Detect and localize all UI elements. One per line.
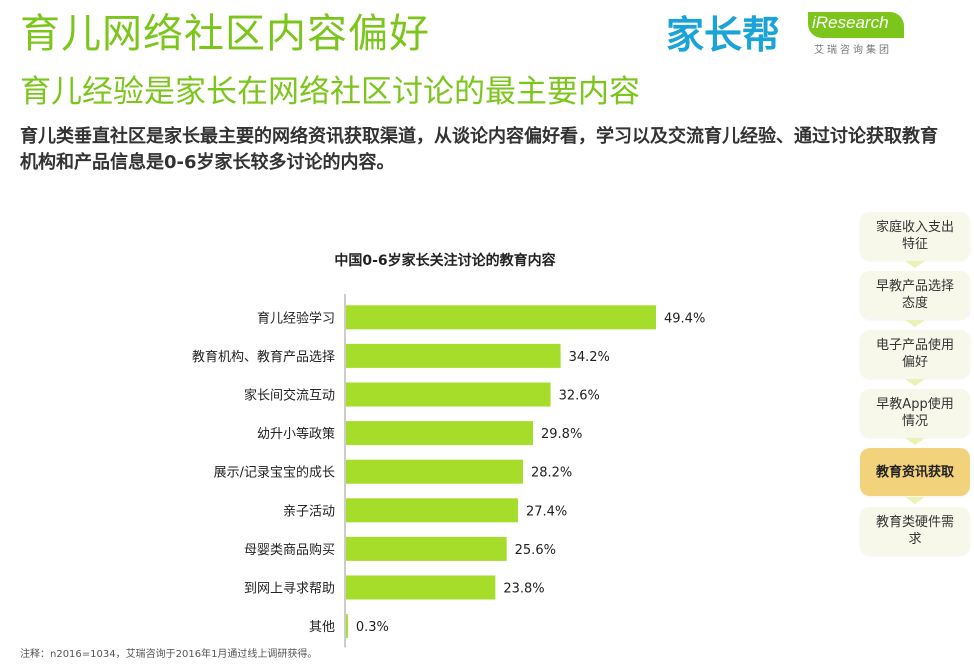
page-title: 育儿网络社区内容偏好 (20, 11, 430, 57)
jiazhangbang-logo: 家长帮 (666, 13, 780, 57)
category-label: 幼升小等政策 (257, 426, 335, 442)
nav-item[interactable]: 教育类硬件需求 (860, 507, 970, 555)
value-label: 25.6% (515, 543, 556, 558)
category-label: 教育机构、教育产品选择 (192, 349, 335, 365)
footnote: 注释：n2016=1034，艾瑞咨询于2016年1月通过线上调研获得。 (20, 649, 318, 660)
nav-item[interactable]: 早教App使用情况 (860, 389, 970, 437)
bar (346, 343, 561, 368)
value-label: 34.2% (569, 350, 610, 365)
iresearch-logo-badge: iResearch (808, 12, 904, 38)
page-description: 育儿类垂直社区是家长最主要的网络资讯获取渠道，从谈论内容偏好看，学习以及交流育儿… (20, 126, 938, 173)
bar (346, 614, 348, 639)
nav-item[interactable]: 早教产品选择态度 (860, 271, 970, 319)
value-label: 28.2% (531, 466, 572, 481)
category-label: 到网上寻求帮助 (244, 582, 335, 597)
bar (346, 575, 496, 600)
category-label: 母婴类商品购买 (244, 542, 335, 558)
value-label: 23.8% (503, 582, 544, 597)
page-subtitle: 育儿经验是家长在网络社区讨论的最主要内容 (20, 74, 640, 110)
nav-item[interactable]: 教育资讯获取 (860, 448, 970, 496)
value-label: 49.4% (664, 311, 705, 326)
value-label: 0.3% (356, 620, 389, 635)
iresearch-logo: iResearch 艾瑞咨询集团 (808, 12, 908, 56)
nav-arrow-icon (905, 261, 925, 268)
value-label: 27.4% (526, 504, 567, 519)
bar (346, 498, 518, 523)
nav-arrow-icon (905, 497, 925, 504)
category-label: 其他 (309, 620, 335, 635)
category-label: 育儿经验学习 (257, 310, 335, 326)
category-label: 家长间交流互动 (244, 388, 335, 404)
nav-arrow-icon (905, 438, 925, 445)
value-label: 29.8% (541, 427, 582, 442)
bar (346, 536, 507, 561)
bar (346, 305, 656, 330)
value-label: 32.6% (559, 389, 600, 404)
nav-item[interactable]: 电子产品使用偏好 (860, 330, 970, 378)
category-label: 亲子活动 (283, 504, 335, 519)
bar (346, 459, 523, 484)
nav-arrow-icon (905, 320, 925, 327)
bar (346, 382, 551, 407)
bar (346, 421, 534, 446)
chart-title: 中国0-6岁家长关注讨论的教育内容 (334, 253, 556, 269)
jiazhangbang-logo-text: 家长帮 (666, 13, 780, 57)
iresearch-logo-text: iResearch (812, 13, 889, 32)
nav-item[interactable]: 家庭收入支出特征 (860, 212, 970, 260)
category-label: 展示/记录宝宝的成长 (214, 465, 335, 481)
nav-arrow-icon (905, 379, 925, 386)
iresearch-logo-cn: 艾瑞咨询集团 (814, 45, 892, 56)
